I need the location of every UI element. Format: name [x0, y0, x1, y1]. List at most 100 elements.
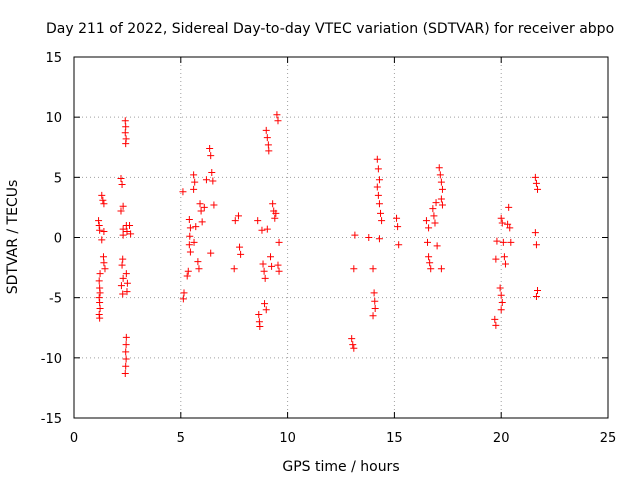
data-point: [532, 179, 540, 187]
data-point: [370, 289, 378, 297]
data-point: [186, 232, 194, 240]
data-point: [262, 306, 270, 314]
data-point: [195, 265, 203, 273]
data-point: [260, 267, 268, 275]
data-point: [121, 129, 129, 137]
data-point: [424, 238, 432, 246]
plot-frame: [73, 56, 609, 419]
x-tick-label: 5: [177, 431, 185, 446]
y-tick-label: 5: [54, 171, 62, 186]
data-point: [268, 262, 276, 270]
data-point: [119, 202, 127, 210]
data-point: [374, 165, 382, 173]
data-point: [261, 274, 269, 282]
data-point: [504, 220, 512, 228]
data-point: [183, 272, 191, 280]
data-point: [209, 177, 217, 185]
data-point: [122, 270, 130, 278]
data-point: [532, 241, 540, 249]
data-point: [491, 315, 499, 323]
data-point: [123, 227, 131, 235]
data-point: [95, 217, 103, 225]
data-point: [371, 297, 379, 305]
data-point: [200, 203, 208, 211]
data-point: [190, 238, 198, 246]
data-point: [234, 212, 242, 220]
data-point: [425, 253, 433, 261]
data-point: [184, 267, 192, 275]
data-point: [207, 249, 215, 257]
data-point: [119, 274, 127, 282]
data-point: [100, 200, 108, 208]
data-point: [99, 196, 107, 204]
data-point: [96, 289, 104, 297]
data-point: [497, 214, 505, 222]
data-point: [377, 209, 385, 217]
data-point: [122, 333, 130, 341]
data-point: [531, 229, 539, 237]
data-point: [274, 117, 282, 125]
data-point: [121, 117, 129, 125]
data-point: [438, 201, 446, 209]
data-point: [119, 255, 127, 263]
data-point: [118, 261, 126, 269]
data-point: [267, 253, 275, 261]
data-point: [202, 176, 210, 184]
x-tick-label: 10: [279, 431, 296, 446]
data-point: [425, 224, 433, 232]
data-point: [255, 311, 263, 319]
data-point: [117, 175, 125, 183]
data-point: [191, 178, 199, 186]
data-point: [263, 225, 271, 233]
data-point: [375, 200, 383, 208]
data-point: [369, 312, 377, 320]
x-tick-label: 20: [493, 431, 510, 446]
data-point: [265, 147, 273, 155]
data-point: [437, 195, 445, 203]
data-point: [431, 219, 439, 227]
data-point: [190, 185, 198, 193]
data-point: [492, 255, 500, 263]
data-point: [505, 203, 513, 211]
data-point: [501, 260, 509, 268]
data-point: [100, 259, 108, 267]
data-point: [254, 217, 262, 225]
data-point: [236, 243, 244, 251]
data-point: [275, 238, 283, 246]
data-point: [349, 341, 357, 349]
data-point: [190, 171, 198, 179]
data-point: [531, 173, 539, 181]
data-point: [269, 200, 277, 208]
data-point: [186, 248, 194, 256]
data-point: [117, 207, 125, 215]
data-point: [271, 214, 279, 222]
data-point: [534, 286, 542, 294]
data-point: [496, 284, 504, 292]
data-point: [374, 191, 382, 199]
data-point: [534, 185, 542, 193]
y-tick-label: 0: [54, 232, 62, 247]
data-point: [122, 140, 130, 148]
data-point: [430, 212, 438, 220]
data-point: [375, 235, 383, 243]
data-point: [371, 304, 379, 312]
data-point: [272, 209, 280, 217]
data-point: [369, 265, 377, 273]
data-point: [127, 230, 135, 238]
data-point: [96, 226, 104, 234]
y-axis-label: SDTVAR / TECUs: [5, 180, 21, 295]
y-tick-label: -15: [41, 412, 62, 427]
data-point: [437, 178, 445, 186]
data-point: [275, 267, 283, 275]
data-point: [393, 214, 401, 222]
data-point: [498, 219, 506, 227]
data-point: [500, 253, 508, 261]
data-point: [497, 291, 505, 299]
y-tick-label: -10: [41, 352, 62, 367]
data-point: [378, 217, 386, 225]
data-point: [350, 265, 358, 273]
data-point: [499, 238, 507, 246]
data-point: [506, 224, 514, 232]
data-point: [122, 123, 130, 131]
data-point: [179, 295, 187, 303]
